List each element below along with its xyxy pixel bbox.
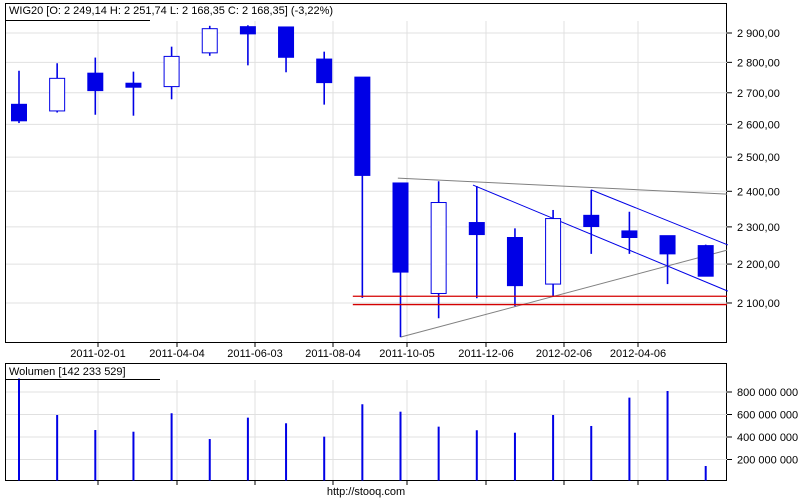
date-tick-label: 2011-08-04 [305, 348, 360, 360]
candle [278, 26, 295, 73]
candle-body-down [659, 235, 676, 255]
volume-axis: 800 000 000 600 000 000 400 000 000 200 000… [727, 387, 798, 467]
candle-body-up [163, 55, 180, 88]
candle-body-down [125, 82, 142, 88]
price-tick-label: 2 700,00 [737, 88, 780, 100]
date-axis: 2011-02-01 2011-04-04 2011-06-03 2011-08-04… [70, 343, 666, 485]
price-axis: 2 900,00 2 800,00 2 700,00 2 600,00 2 500,00… [727, 28, 780, 310]
date-tick-label: 2011-10-05 [379, 348, 434, 360]
lower-blue-descending-trendline [472, 184, 729, 292]
date-tick-label: 2012-02-06 [536, 348, 592, 360]
lower-gray-ascending-trendline [400, 249, 728, 338]
volume-tick-label: 600 000 000 [737, 410, 798, 422]
candle-body-down [11, 103, 27, 122]
candle-body-down [278, 26, 295, 58]
candle [621, 211, 638, 254]
volume-series [18, 378, 707, 481]
candle-body-down [354, 76, 371, 176]
price-tick-label: 2 600,00 [737, 119, 780, 131]
candle [201, 25, 218, 56]
price-tick-label: 2 500,00 [737, 152, 780, 164]
candle-body-down [87, 72, 104, 92]
candle-body-down [316, 58, 333, 84]
volume-tick-label: 200 000 000 [737, 455, 798, 467]
date-tick-label: 2011-06-03 [227, 348, 282, 360]
price-tick-label: 2 900,00 [737, 28, 780, 40]
candle [316, 51, 333, 105]
candle [430, 181, 447, 319]
candle [49, 63, 66, 113]
candle-body-down [697, 245, 714, 277]
trendline-overlays [397, 177, 729, 338]
candle [392, 182, 409, 338]
volume-panel-title: Wolumen [142 233 529] [9, 366, 126, 378]
volume-panel-border [5, 363, 727, 481]
support-level-lines [352, 295, 728, 306]
candle-body-down [392, 182, 409, 273]
date-tick-label: 2011-02-01 [70, 348, 125, 360]
candle [697, 244, 714, 277]
candle [239, 25, 256, 66]
price-tick-label: 2 100,00 [737, 298, 780, 310]
price-panel-title: WIG20 [O: 2 249,14 H: 2 251,74 L: 2 168,… [9, 5, 333, 17]
volume-gridlines [6, 380, 727, 480]
candle [545, 209, 562, 297]
footer-url: http://stooq.com [327, 486, 405, 498]
upper-blue-descending-trendline [591, 189, 729, 246]
candlestick-series [11, 25, 714, 338]
price-tick-label: 2 800,00 [737, 57, 780, 69]
candle [87, 57, 104, 115]
candle [468, 186, 485, 299]
candle-body-up [545, 218, 562, 285]
candle-body-up [49, 77, 66, 112]
candle [125, 71, 142, 116]
price-tick-label: 2 400,00 [737, 186, 780, 198]
candle [354, 76, 371, 298]
date-tick-label: 2011-12-06 [458, 348, 513, 360]
candle [583, 189, 600, 254]
candle-body-down [239, 26, 256, 35]
upper-gray-descending-trendline [397, 177, 728, 195]
volume-tick-label: 800 000 000 [737, 387, 798, 399]
date-tick-label: 2011-04-04 [149, 348, 204, 360]
date-tick-label: 2012-04-06 [610, 348, 666, 360]
candle-body-down [583, 214, 600, 228]
candle-body-down [468, 222, 485, 236]
candle [659, 235, 676, 285]
candle-body-down [621, 230, 638, 239]
volume-tick-label: 400 000 000 [737, 432, 798, 444]
candle [11, 70, 27, 124]
candle-body-up [430, 202, 447, 294]
price-tick-label: 2 300,00 [737, 222, 780, 234]
candle [163, 46, 180, 100]
candle-body-down [506, 237, 523, 287]
price-tick-label: 2 200,00 [737, 259, 780, 271]
candle-body-up [201, 28, 218, 54]
candle [506, 228, 523, 307]
